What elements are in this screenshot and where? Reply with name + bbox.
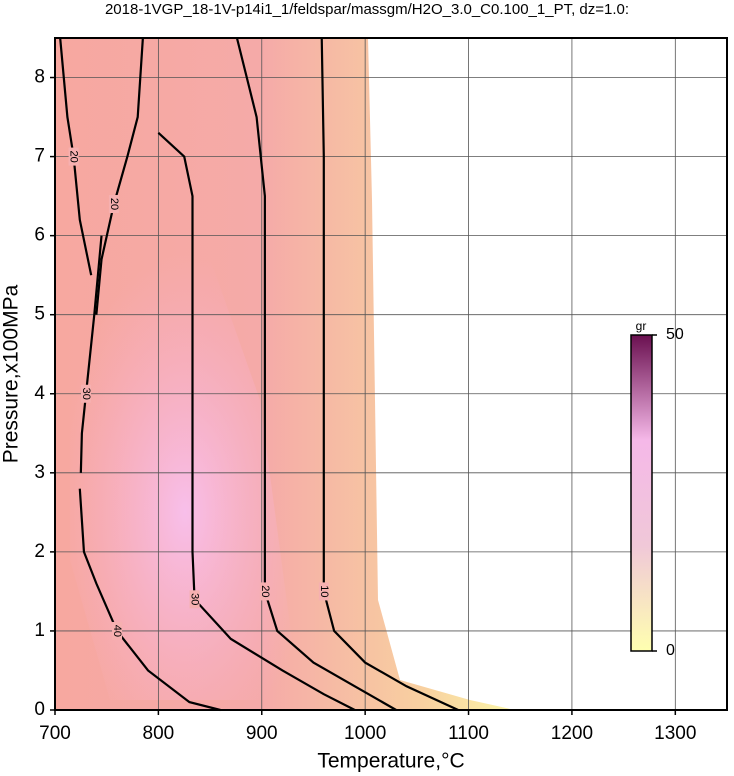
contour-line — [95, 37, 144, 315]
y-tick-label: 3 — [34, 462, 45, 483]
x-tick-label: 800 — [143, 723, 175, 744]
chart-title: 2018-1VGP_18-1V-p14i1_1/feldspar/massgm/… — [105, 1, 629, 18]
contour-label-bg — [318, 582, 329, 601]
field-highlight — [70, 230, 300, 700]
contours: 10 20 30 20 20 30 40 — [59, 37, 459, 712]
contour-label: 30 — [80, 388, 92, 400]
contour-label: 10 — [318, 585, 330, 597]
contour-label-bg — [259, 582, 270, 601]
contour-label: 20 — [259, 585, 271, 597]
field — [55, 38, 515, 710]
y-tick-label: 5 — [34, 304, 45, 325]
y-tick-label: 4 — [34, 383, 45, 404]
contour-label: 20 — [108, 198, 120, 210]
contour-line — [157, 132, 356, 711]
contour-label: 20 — [68, 150, 80, 162]
contour-label: 30 — [189, 593, 201, 605]
x-axis-label: Temperature,°C — [317, 750, 464, 773]
contour-label-bg — [81, 384, 92, 403]
y-tick-label: 6 — [34, 225, 45, 246]
plot-frame — [54, 37, 728, 711]
colorbar — [630, 334, 653, 652]
y-axis-label: Pressure,x100MPa — [0, 284, 23, 463]
y-tick-label: 0 — [34, 699, 45, 720]
contour-label-bg — [68, 147, 79, 166]
x-tick-label: 700 — [39, 723, 71, 744]
x-tick-label: 1200 — [551, 723, 593, 744]
contour-label-bg — [108, 195, 119, 214]
colorbar-tick-label: 50 — [666, 326, 684, 343]
y-tick-label: 1 — [34, 620, 45, 641]
y-tick-label: 8 — [34, 67, 45, 88]
contour-label-bg — [189, 590, 200, 609]
x-tick-label: 900 — [246, 723, 278, 744]
y-tick-label: 7 — [34, 146, 45, 167]
x-tick-label: 1000 — [344, 723, 386, 744]
x-tick-label: 1300 — [654, 723, 696, 744]
colorbar-label: gr — [636, 319, 647, 333]
x-tick-label: 1100 — [448, 723, 489, 744]
contour-label-bg — [112, 621, 123, 640]
colorbar-tick-label: 0 — [666, 642, 675, 659]
contour-label: 40 — [111, 625, 123, 637]
y-tick-label: 2 — [34, 541, 45, 562]
